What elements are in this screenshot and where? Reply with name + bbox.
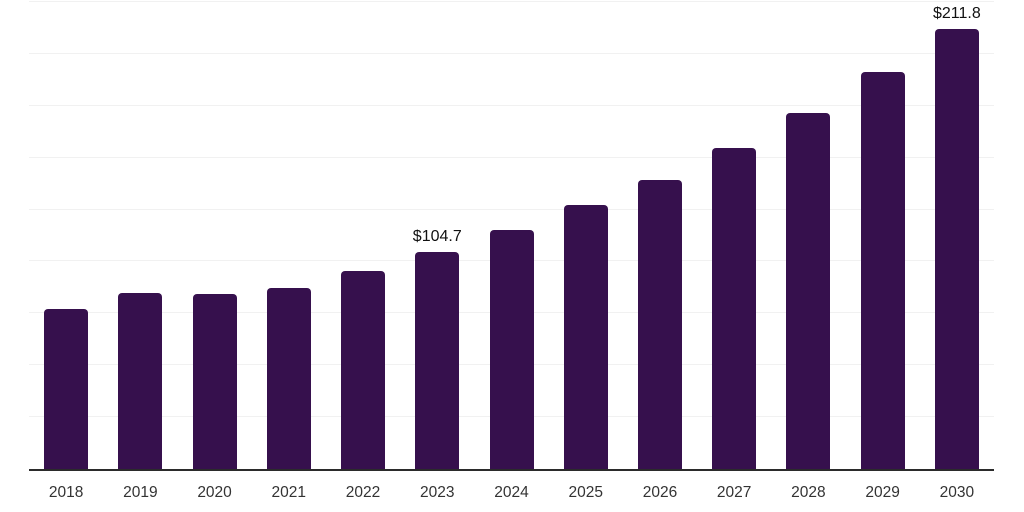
bar-2019 [118,292,163,469]
bar-2030 [934,29,979,469]
bar-2018 [44,308,89,469]
x-axis-label-2029: 2029 [865,484,900,501]
plot-area: $104.7 $211.8 [29,1,994,469]
bar-2021 [266,288,311,469]
bar-2020 [192,294,237,469]
bar-value-label-2023: $104.7 [412,227,462,245]
x-axis-label-2027: 2027 [716,484,752,501]
gridline [29,156,994,158]
bar-value-label-2030: $211.8 [933,5,981,23]
bar-2025 [563,205,608,469]
x-axis-label-2021: 2021 [271,484,307,501]
x-axis-label-2028: 2028 [791,484,826,501]
x-axis-label-2030: 2030 [939,484,975,501]
bar-2027 [712,148,757,469]
bar-2023 [415,251,460,469]
gridline [29,52,994,54]
bar-2028 [786,112,831,469]
x-axis-line [29,469,994,471]
x-axis-label-2022: 2022 [345,484,381,501]
x-axis-label-2023: 2023 [420,484,455,501]
gridline [29,208,994,210]
x-axis-labels: 2018 2019 2020 2021 2022 2023 2024 2025 2026 2027… [29,484,994,504]
x-axis-label-2024: 2024 [494,484,529,501]
x-axis-label-2025: 2025 [568,484,603,501]
x-axis-label-2026: 2026 [642,484,678,501]
bar-2024 [489,230,534,469]
bar-2029 [860,71,905,469]
gridline [29,1,994,2]
gridline [29,104,994,106]
x-axis-label-2018: 2018 [48,484,84,501]
bar-2022 [341,270,386,469]
x-axis-label-2019: 2019 [123,484,158,501]
bar-2026 [637,179,682,469]
x-axis-label-2020: 2020 [197,484,232,501]
